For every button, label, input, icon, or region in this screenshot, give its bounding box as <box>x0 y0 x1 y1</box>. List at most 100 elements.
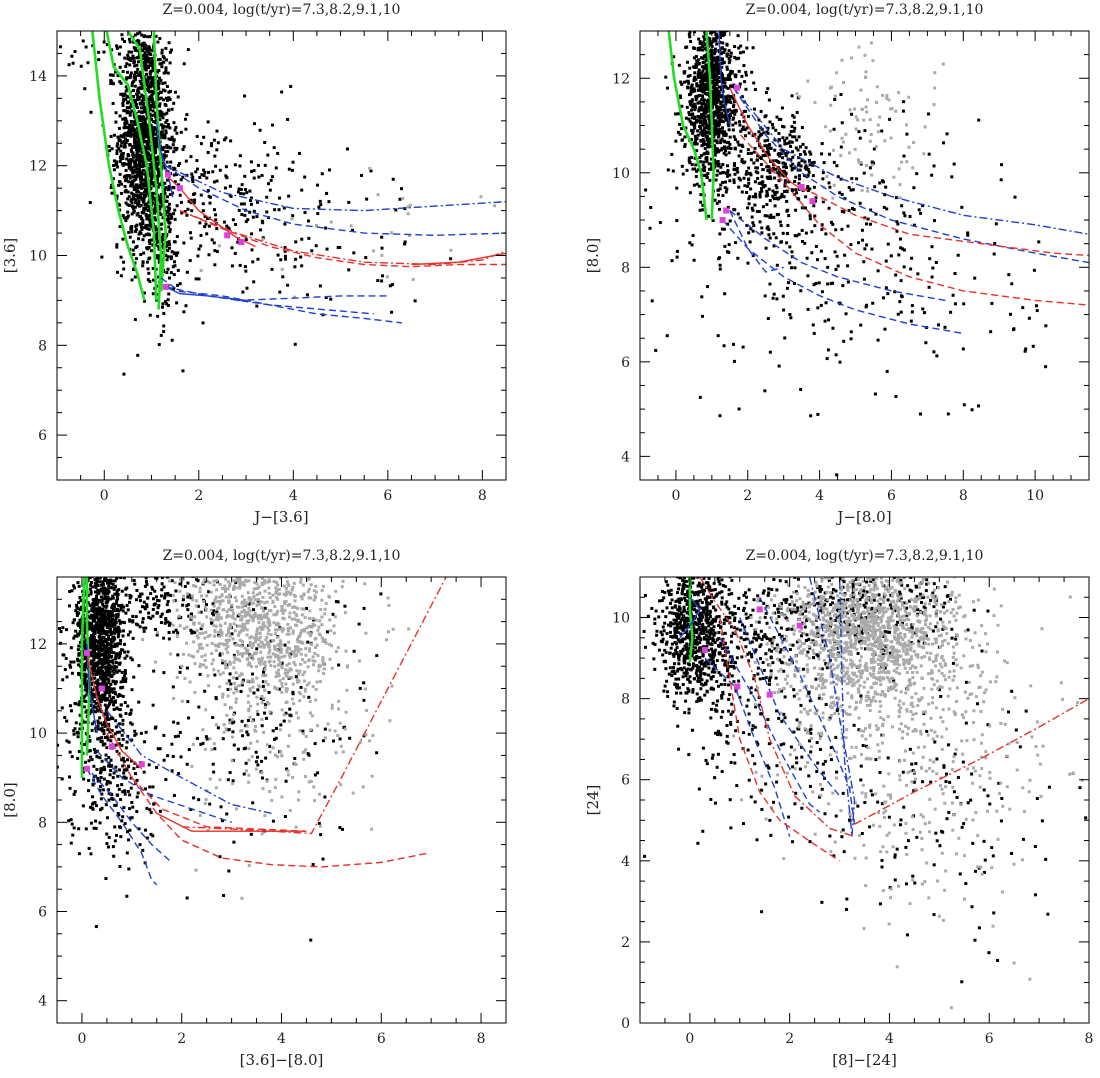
data-point <box>279 258 283 262</box>
data-point <box>680 138 684 142</box>
data-point <box>712 135 716 139</box>
data-point <box>144 146 148 150</box>
data-point <box>144 206 148 210</box>
data-point <box>702 121 706 125</box>
data-point <box>838 360 842 364</box>
isochrone-track-8 <box>732 87 1089 235</box>
data-point <box>103 577 107 579</box>
data-point <box>388 284 392 288</box>
data-point <box>146 76 150 80</box>
isochrone-track-11 <box>801 186 1089 257</box>
data-point <box>905 160 909 164</box>
data-point <box>99 595 103 599</box>
data-point <box>868 166 872 170</box>
data-point <box>763 294 767 298</box>
data-point <box>195 134 199 138</box>
data-point <box>813 214 817 218</box>
data-point <box>97 635 101 639</box>
data-point <box>108 517 111 520</box>
data-point <box>131 248 135 252</box>
data-point <box>813 224 817 228</box>
data-point <box>250 248 254 252</box>
data-point <box>768 171 772 175</box>
phase-marker <box>798 183 805 190</box>
data-point <box>689 86 693 90</box>
data-point <box>143 121 147 125</box>
data-point <box>75 571 78 574</box>
data-point <box>678 94 682 98</box>
data-point <box>722 170 726 174</box>
data-point <box>703 173 707 177</box>
data-point <box>90 577 94 579</box>
data-point <box>902 265 906 269</box>
data-point <box>794 175 798 179</box>
data-point <box>160 130 164 134</box>
data-point <box>96 557 99 560</box>
data-point <box>161 302 165 306</box>
data-point <box>717 124 721 128</box>
data-point <box>899 279 903 283</box>
data-point <box>160 51 164 55</box>
data-point <box>167 90 171 94</box>
data-point <box>89 560 92 563</box>
data-point <box>138 222 142 226</box>
data-point <box>692 87 696 91</box>
data-point <box>751 134 755 138</box>
data-point <box>884 185 888 189</box>
data-point <box>105 782 109 786</box>
data-point <box>142 130 146 134</box>
data-point <box>688 160 692 164</box>
data-point <box>666 168 670 172</box>
data-point <box>725 54 729 58</box>
data-point <box>688 113 692 117</box>
data-point <box>790 266 794 270</box>
data-point <box>157 254 161 258</box>
data-point <box>327 168 331 172</box>
data-point <box>943 325 947 329</box>
data-point <box>120 620 124 624</box>
data-point <box>101 567 104 570</box>
data-point <box>962 403 966 407</box>
data-point <box>687 117 691 121</box>
data-point <box>160 111 164 115</box>
data-point <box>168 230 172 234</box>
data-point <box>688 241 692 245</box>
data-point <box>164 68 168 72</box>
data-point <box>163 136 167 140</box>
data-point <box>680 104 684 108</box>
data-point <box>695 63 699 67</box>
data-point <box>88 571 91 574</box>
data-point <box>849 243 853 247</box>
data-point <box>128 630 132 634</box>
data-point <box>732 167 736 171</box>
data-point <box>216 141 220 145</box>
data-point <box>697 70 701 74</box>
data-point <box>724 116 728 120</box>
data-point <box>90 728 94 732</box>
data-point <box>90 662 94 666</box>
data-point <box>766 165 770 169</box>
data-point <box>672 55 676 59</box>
data-point <box>141 121 145 125</box>
data-point <box>674 112 678 116</box>
data-point <box>403 240 407 244</box>
data-point <box>726 164 730 168</box>
data-point <box>233 163 237 167</box>
data-point <box>699 48 703 52</box>
data-point <box>169 216 173 220</box>
data-point <box>711 73 715 77</box>
data-point <box>702 114 706 118</box>
data-point <box>123 669 127 673</box>
data-point <box>708 62 712 66</box>
data-point <box>774 167 778 171</box>
data-point <box>692 31 696 34</box>
data-point <box>69 660 73 664</box>
data-point <box>883 139 887 143</box>
data-point <box>169 146 173 150</box>
data-point <box>125 101 129 105</box>
data-point <box>761 180 765 184</box>
data-point <box>90 585 94 589</box>
data-point <box>713 153 717 157</box>
data-point <box>125 215 129 219</box>
data-point <box>680 127 684 131</box>
